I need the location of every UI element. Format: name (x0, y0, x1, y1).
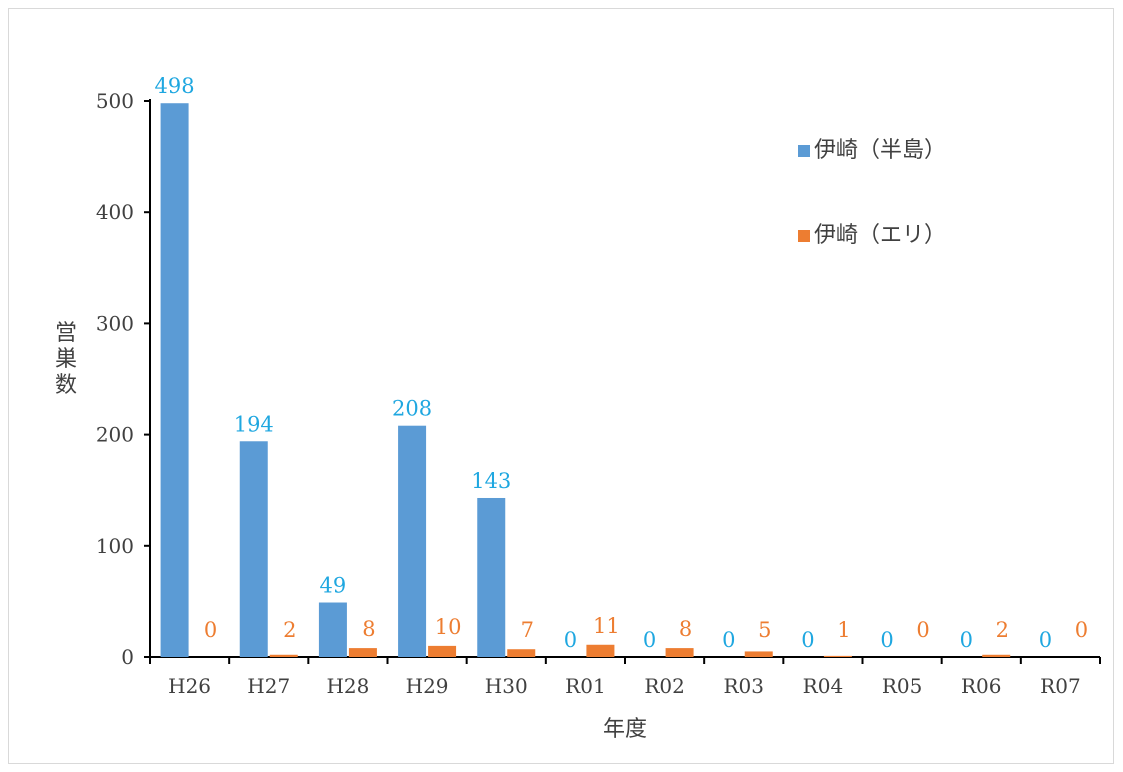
data-label-series-2: 8 (362, 617, 375, 641)
legend: 伊崎（半島） 伊崎（エリ） (798, 138, 946, 248)
x-tick-label: H28 (326, 674, 369, 698)
data-label-series-1: 208 (392, 397, 432, 421)
x-tick-label: R06 (961, 674, 1002, 698)
data-label-series-2: 5 (758, 618, 771, 642)
x-axis-title: 年度 (603, 717, 647, 742)
data-label-series-2: 0 (1075, 618, 1088, 642)
x-tick-label: R01 (565, 674, 606, 698)
bar-series-2 (507, 649, 536, 657)
data-label-series-1: 0 (960, 628, 973, 652)
bar-series-1 (318, 602, 347, 657)
bar-series-1 (398, 425, 427, 657)
x-tick-label: H27 (247, 674, 290, 698)
bar-series-1 (477, 497, 506, 657)
data-label-series-1: 49 (320, 574, 347, 598)
data-label-series-2: 2 (283, 618, 296, 642)
data-label-series-1: 0 (722, 628, 735, 652)
x-tick-label: H30 (485, 674, 528, 698)
data-label-series-1: 498 (155, 74, 195, 98)
data-label-series-1: 0 (564, 628, 577, 652)
x-tick-label: R02 (644, 674, 685, 698)
bar-series-2 (428, 645, 457, 657)
data-label-series-1: 0 (643, 628, 656, 652)
bar-series-2 (823, 655, 852, 657)
data-label-series-2: 7 (521, 618, 534, 642)
x-tick-label: H29 (406, 674, 449, 698)
data-label-series-2: 11 (593, 614, 620, 638)
y-tick-label: 300 (96, 311, 134, 335)
bar-series-2 (744, 651, 773, 657)
data-label-series-1: 0 (1039, 628, 1052, 652)
data-label-series-1: 0 (880, 628, 893, 652)
y-tick-label: 400 (96, 200, 134, 224)
x-tick-labels: H26 H27 H28 H29 H30 R01 R02 R03 R04 R05 R06 R07 (168, 674, 1081, 698)
bar-series-2 (348, 648, 377, 657)
chart-frame (8, 8, 1114, 764)
x-tick-label: R07 (1040, 674, 1081, 698)
x-tick-label: R03 (723, 674, 764, 698)
axes (144, 99, 1101, 664)
y-tick-label: 200 (96, 423, 134, 447)
data-label-series-2: 10 (435, 615, 462, 639)
bar-series-2 (982, 654, 1011, 657)
y-tick-labels: 0 100 200 300 400 500 (96, 89, 134, 669)
legend-swatch-1 (798, 145, 810, 157)
data-label-series-1: 0 (801, 628, 814, 652)
y-tick-label: 500 (96, 89, 134, 113)
data-label-series-1: 143 (471, 469, 511, 493)
y-axis-title: 営巣数 (55, 321, 77, 398)
x-tick-label: R05 (882, 674, 923, 698)
legend-label-1: 伊崎（半島） (814, 138, 946, 163)
bars (160, 103, 1011, 657)
data-label-series-2: 0 (204, 618, 217, 642)
bar-series-1 (160, 103, 189, 657)
data-label-series-2: 2 (996, 618, 1009, 642)
x-tick-label: H26 (168, 674, 211, 698)
bar-series-2 (586, 644, 615, 657)
y-tick-label: 100 (96, 534, 134, 558)
data-label-series-1: 194 (234, 412, 274, 436)
legend-label-2: 伊崎（エリ） (814, 223, 946, 248)
bar-series-2 (665, 648, 694, 657)
bar-series-1 (239, 441, 268, 657)
y-tick-label: 0 (121, 645, 134, 669)
x-tick-label: R04 (803, 674, 844, 698)
data-label-series-2: 8 (679, 617, 692, 641)
bar-series-2 (269, 654, 298, 657)
data-label-series-2: 0 (916, 618, 929, 642)
legend-swatch-2 (798, 230, 810, 242)
data-label-series-2: 1 (837, 618, 850, 642)
